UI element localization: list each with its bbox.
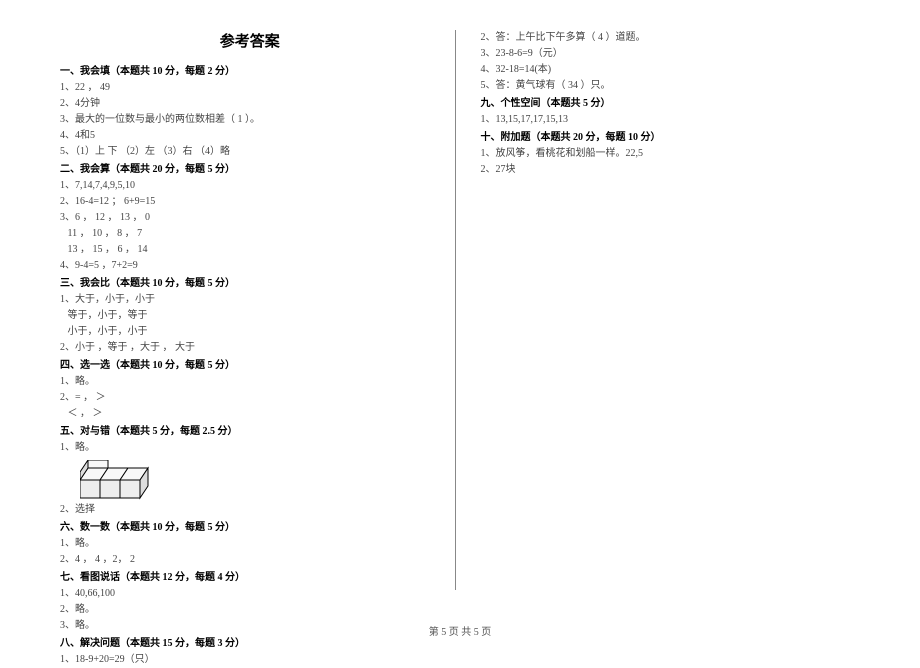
- section-9-header: 九、个性空间（本题共 5 分）: [481, 96, 861, 112]
- s3-l4: 2、小于 ，等于 ，大于 ， 大于: [60, 340, 440, 356]
- s5-l2: 2、选择: [60, 502, 440, 518]
- r-l4: 5、答：黄气球有（ 34 ）只。: [481, 78, 861, 94]
- s1-l3: 3、最大的一位数与最小的两位数相差（ 1 ）。: [60, 112, 440, 128]
- s1-l1: 1、22 ， 49: [60, 80, 440, 96]
- r-l1: 2、答：上午比下午多算（ 4 ）道题。: [481, 30, 861, 46]
- section-5-header: 五、对与错（本题共 5 分，每题 2.5 分）: [60, 424, 440, 440]
- section-10-header: 十、附加题（本题共 20 分，每题 10 分）: [481, 130, 861, 146]
- s4-l3: ＜ ， ＞: [60, 406, 440, 422]
- section-2-header: 二、我会算（本题共 20 分，每题 5 分）: [60, 162, 440, 178]
- s4-l1: 1、略。: [60, 374, 440, 390]
- s2-l6: 4、9-4=5 ，7+2=9: [60, 258, 440, 274]
- s4-l2: 2、= ， ＞: [60, 390, 440, 406]
- s5-l1: 1、略。: [60, 440, 440, 456]
- left-column: 参考答案 一、我会填（本题共 10 分，每题 2 分） 1、22 ， 49 2、…: [60, 30, 450, 610]
- page-container: 参考答案 一、我会填（本题共 10 分，每题 2 分） 1、22 ， 49 2、…: [0, 0, 920, 650]
- s2-l1: 1、7,14,7,4,9,5,10: [60, 178, 440, 194]
- s10-l1: 1、放风筝，看桃花和划船一样。22,5: [481, 146, 861, 162]
- s2-l4: 11 ， 10 ， 8 ， 7: [60, 226, 440, 242]
- s9-l1: 1、13,15,17,17,15,13: [481, 112, 861, 128]
- s6-l1: 1、略。: [60, 536, 440, 552]
- section-3-header: 三、我会比（本题共 10 分，每题 5 分）: [60, 276, 440, 292]
- cube-diagram: [80, 460, 440, 500]
- section-1-header: 一、我会填（本题共 10 分，每题 2 分）: [60, 64, 440, 80]
- s1-l5: 5、（1）上 下 （2）左 （3）右 （4）略: [60, 144, 440, 160]
- s1-l2: 2、4分钟: [60, 96, 440, 112]
- s1-l4: 4、4和5: [60, 128, 440, 144]
- section-7-header: 七、看图说话（本题共 12 分，每题 4 分）: [60, 570, 440, 586]
- s10-l2: 2、27块: [481, 162, 861, 178]
- s8-l1: 1、18-9+20=29（只）: [60, 652, 440, 668]
- s7-l1: 1、40,66,100: [60, 586, 440, 602]
- section-6-header: 六、数一数（本题共 10 分，每题 5 分）: [60, 520, 440, 536]
- r-l2: 3、23-8-6=9（元）: [481, 46, 861, 62]
- section-4-header: 四、选一选（本题共 10 分，每题 5 分）: [60, 358, 440, 374]
- page-footer: 第 5 页 共 5 页: [0, 623, 920, 638]
- column-divider: [455, 30, 456, 590]
- page-title: 参考答案: [60, 30, 440, 54]
- s2-l2: 2、16-4=12 ； 6+9=15: [60, 194, 440, 210]
- right-column: 2、答：上午比下午多算（ 4 ）道题。 3、23-8-6=9（元） 4、32-1…: [461, 30, 861, 610]
- r-l3: 4、32-18=14(本): [481, 62, 861, 78]
- s6-l2: 2、4 ， 4 ，2， 2: [60, 552, 440, 568]
- s3-l1: 1、大于，小于，小于: [60, 292, 440, 308]
- s7-l2: 2、略。: [60, 602, 440, 618]
- s3-l2: 等于，小于，等于: [60, 308, 440, 324]
- s3-l3: 小于，小于，小于: [60, 324, 440, 340]
- s2-l3: 3、6 ， 12 ， 13 ， 0: [60, 210, 440, 226]
- s2-l5: 13 ， 15 ， 6 ， 14: [60, 242, 440, 258]
